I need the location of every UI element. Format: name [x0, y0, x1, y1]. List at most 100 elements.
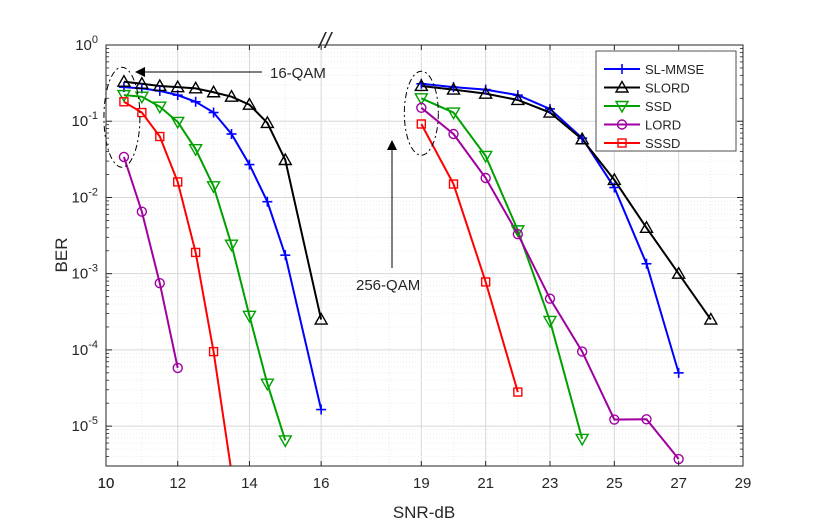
data-point-slord: [188, 80, 203, 94]
data-point-slord: [414, 78, 429, 92]
annotations: 16-QAM 256-QAM: [103, 65, 439, 294]
legend-marker-lord: [616, 119, 628, 130]
x-tick-label: 10: [98, 475, 115, 492]
x-tick-label: 25: [606, 475, 623, 492]
x-tick-label: 23: [542, 475, 559, 492]
legend-marker-sl-mmse: [617, 64, 627, 74]
y-axis-label: BER: [52, 238, 71, 273]
legend-label-slord: SLORD: [645, 81, 690, 96]
data-point-slord: [170, 79, 185, 93]
x-tick-label: 12: [169, 475, 186, 492]
data-point-slord: [260, 115, 275, 129]
legend-label-sl-mmse: SL-MMSE: [645, 62, 705, 77]
axis-break-mark: //: [317, 28, 333, 53]
data-point-slord: [224, 89, 239, 102]
data-point-ssd: [446, 107, 461, 120]
data-point-sssd: [208, 346, 219, 357]
data-point-sssd: [137, 107, 147, 118]
annotation-label-256qam: 256-QAM: [356, 277, 420, 294]
data-point-slord: [478, 86, 493, 99]
legend-label-lord: LORD: [645, 118, 681, 133]
data-point-sssd: [119, 97, 129, 107]
data-point-slord: [206, 84, 221, 98]
series-line-slord: [123, 80, 323, 320]
data-point-slord: [446, 82, 461, 95]
series-line-sssd: [420, 123, 519, 393]
data-point-lord: [641, 414, 652, 425]
data-point-sssd: [173, 177, 183, 187]
axis-ticks: 10 12 14 16 19 21 23 25 27 291010010-110-210-310-…: [72, 34, 752, 492]
series-line-lord: [122, 156, 179, 369]
data-point-sl-mmse: [641, 258, 652, 269]
data-point-lord: [576, 346, 588, 357]
legend-marker-ssd: [614, 100, 630, 114]
data-point-ssd: [152, 101, 167, 115]
data-point-ssd: [170, 116, 185, 130]
data-point-slord: [703, 312, 719, 325]
data-point-sl-mmse: [316, 404, 327, 415]
data-point-slord: [542, 105, 558, 118]
data-point-lord: [544, 293, 556, 304]
series-line-slord: [421, 84, 712, 321]
x-tick-label: 14: [241, 475, 258, 492]
data-point-slord: [510, 92, 526, 106]
annotation-ellipse-256qam: [403, 70, 439, 156]
x-tick-label: 27: [670, 475, 687, 492]
legend-label-ssd: SSD: [645, 99, 672, 114]
data-point-lord: [480, 172, 491, 184]
series-markers: [116, 74, 719, 465]
data-point-slord: [574, 131, 590, 145]
data-point-ssd: [542, 315, 558, 329]
y-tick-label: 10-4: [72, 339, 98, 359]
x-axis-label: SNR-dB: [393, 503, 455, 522]
data-point-ssd: [116, 89, 132, 103]
legend-marker-slord: [614, 80, 630, 93]
data-point-slord: [134, 76, 150, 89]
data-point-ssd: [478, 150, 493, 164]
data-point-ssd: [206, 181, 221, 194]
data-point-ssd: [414, 93, 429, 106]
data-point-sl-mmse: [673, 367, 684, 378]
data-point-slord: [607, 172, 622, 186]
data-point-lord: [118, 151, 130, 163]
data-point-sssd: [480, 277, 491, 287]
data-point-sl-mmse: [244, 159, 255, 170]
y-tick-label: 100: [75, 34, 98, 54]
y-tick-label: 10-3: [72, 263, 98, 283]
data-point-ssd: [278, 435, 293, 448]
y-tick-label: 10-2: [72, 186, 98, 206]
data-point-slord: [639, 220, 654, 233]
y-tick-label: 10-5: [72, 415, 98, 435]
data-point-lord: [609, 414, 620, 425]
data-point-lord: [172, 362, 183, 374]
data-point-slord: [152, 78, 167, 92]
data-point-ssd: [574, 433, 590, 447]
data-point-lord: [512, 228, 524, 240]
data-point-ssd: [224, 239, 239, 253]
data-point-sssd: [416, 119, 427, 129]
data-point-lord: [136, 206, 148, 217]
series-line-lord: [420, 107, 680, 460]
x-tick-label: 29: [735, 475, 752, 492]
data-point-ssd: [260, 378, 275, 392]
data-point-slord: [313, 312, 329, 325]
legend: SL-MMSE SLORD SSD LORD SSSD: [595, 50, 737, 152]
legend-label-sssd: SSSD: [645, 136, 680, 151]
data-point-sl-mmse: [190, 96, 201, 107]
data-point-ssd: [188, 143, 203, 157]
data-point-sssd: [190, 247, 201, 258]
axes-box: [105, 44, 744, 467]
data-point-slord: [242, 97, 257, 110]
data-point-slord: [116, 74, 132, 87]
data-point-ssd: [242, 310, 257, 324]
data-point-lord: [448, 128, 459, 140]
data-point-lord: [416, 102, 427, 114]
x-tick-label: 21: [477, 475, 494, 492]
data-point-slord: [671, 266, 686, 279]
series-line-sssd: [123, 100, 232, 466]
data-point-slord: [278, 152, 293, 166]
y-tick-label: 10-1: [72, 110, 98, 130]
x-tick-label: 19: [413, 475, 430, 492]
annotation-label-16qam: 16-QAM: [270, 65, 326, 82]
